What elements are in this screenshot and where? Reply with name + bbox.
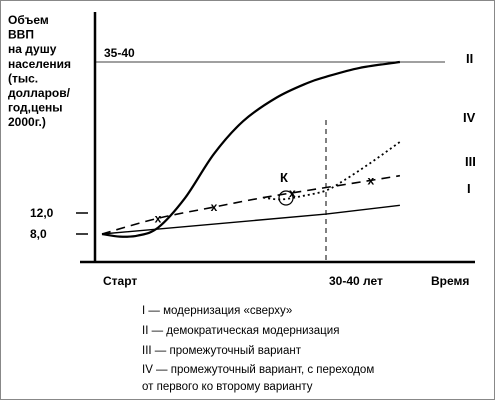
- top-level-label: 35-40: [104, 46, 135, 60]
- y-label-line-8: 2000г.): [8, 115, 46, 129]
- y-label-line-6: долларов/: [8, 86, 71, 100]
- y-label-line-5: (тыс.: [8, 71, 38, 85]
- series-label-II: II: [466, 51, 473, 66]
- legend-line-5: от первого ко второму варианту: [142, 381, 313, 393]
- series-label-III: III: [465, 154, 476, 169]
- y-label-line-7: год,цены: [8, 101, 63, 115]
- y-label-line-4: населения: [8, 57, 71, 71]
- series-line-II: [101, 60, 401, 238]
- series-line-I: [101, 204, 400, 235]
- legend-line-2: II — демократическая модернизация: [142, 325, 339, 337]
- series-label-I: I: [467, 181, 471, 196]
- legend-line-1: I — модернизация «сверху»: [142, 305, 292, 317]
- y-label-line-3: на душу: [8, 42, 57, 56]
- series-line-IV: [263, 141, 401, 201]
- y-tick-label-2: 8,0: [30, 227, 47, 241]
- series-label-IV: IV: [463, 110, 476, 125]
- y-label-line-2: ВВП: [8, 28, 34, 42]
- legend-line-4: IV — промежуточный вариант, с переходом: [142, 364, 374, 376]
- series-III-marker-1: x: [155, 211, 162, 225]
- legend-line-3: III — промежуточный вариант: [142, 345, 302, 357]
- series-line-III: [101, 174, 401, 235]
- series-III-marker-4: x: [367, 173, 374, 187]
- series-III-marker-2: x: [211, 200, 218, 214]
- series-layer: x x x x: [101, 60, 401, 238]
- x-axis-label: Время: [431, 274, 469, 288]
- x-tick-label-start: Старт: [103, 274, 137, 288]
- point-k-circle: [278, 190, 294, 206]
- legend: I — модернизация «сверху» II — демократи…: [142, 305, 374, 393]
- y-label-line-1: Объем: [8, 13, 49, 27]
- series-III-marker-3: x: [289, 186, 296, 200]
- x-tick-label-30-40: 30-40 лет: [329, 274, 383, 288]
- y-tick-label-1: 12,0: [30, 206, 54, 220]
- point-k-label: К: [280, 170, 288, 185]
